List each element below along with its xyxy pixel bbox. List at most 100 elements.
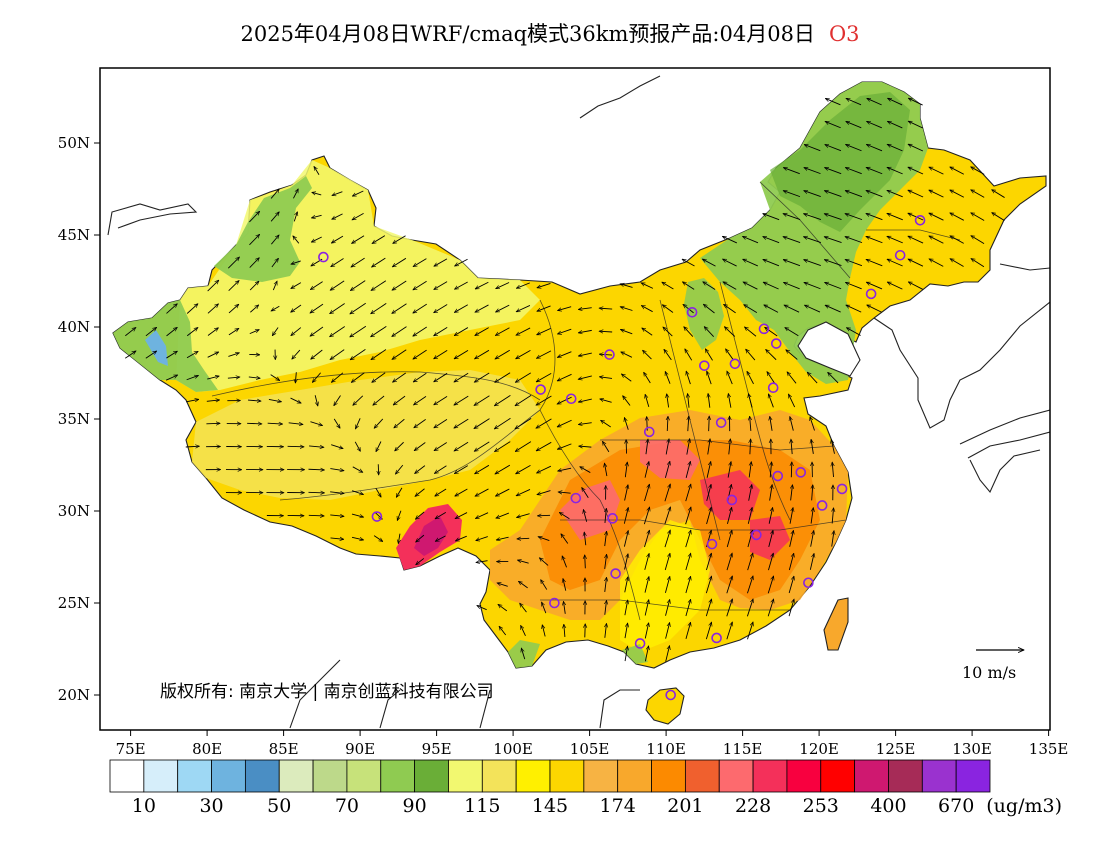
wind-arrow <box>537 515 551 516</box>
wind-arrow <box>455 488 468 497</box>
wind-arrow <box>786 350 798 360</box>
wind-arrow <box>562 556 567 568</box>
wind-vector-field <box>124 97 1005 662</box>
wind-arrow <box>804 282 821 290</box>
wind-arrow <box>804 168 821 175</box>
wind-arrow <box>867 120 882 129</box>
wind-arrow <box>207 351 219 358</box>
wind-arrow <box>706 484 711 502</box>
colorbar-swatch <box>583 759 619 793</box>
wind-arrow <box>644 646 648 662</box>
city-marker <box>836 483 848 495</box>
wind-arrow <box>887 281 903 290</box>
lat-tick-label: 40N <box>58 318 90 336</box>
wind-arrow <box>624 623 628 639</box>
wind-arrow <box>763 237 780 244</box>
wind-arrow <box>790 417 794 431</box>
wind-arrow <box>846 144 862 152</box>
wind-arrow <box>866 213 883 221</box>
wind-arrow <box>887 166 903 175</box>
wind-arrow <box>765 327 778 337</box>
wind-arrow <box>125 327 136 337</box>
wind-arrow <box>744 305 758 314</box>
wind-arrow <box>787 372 797 384</box>
wind-arrow <box>517 560 529 564</box>
wind-arrow <box>145 351 157 359</box>
wind-arrow <box>330 280 345 290</box>
colorbar-swatch <box>211 759 246 793</box>
wind-arrow <box>643 507 649 525</box>
wind-arrow <box>373 535 383 542</box>
wind-arrow <box>866 144 883 152</box>
wind-arrow <box>352 466 363 473</box>
wind-arrow <box>475 281 489 290</box>
wind-arrow <box>763 281 779 290</box>
wind-arrow <box>605 508 606 523</box>
wind-arrow <box>950 235 964 244</box>
lat-tick-label: 45N <box>58 226 90 244</box>
wind-arrow <box>804 304 821 313</box>
wind-arrow <box>207 304 219 314</box>
wind-arrow <box>783 237 801 244</box>
wind-arrow <box>908 166 924 175</box>
city-marker <box>914 214 926 226</box>
wind-arrow <box>788 553 793 571</box>
wind-arrow <box>516 327 531 336</box>
wind-arrow <box>683 304 694 314</box>
wind-arrow <box>521 648 526 660</box>
wind-arrow <box>516 282 530 288</box>
wind-arrow <box>624 646 627 662</box>
wind-arrow <box>413 303 427 313</box>
wind-arrow <box>249 211 259 223</box>
wind-arrow <box>537 282 551 287</box>
wind-arrow <box>517 513 530 518</box>
wind-arrow <box>644 372 651 384</box>
wind-arrow <box>685 507 691 525</box>
wind-arrow <box>824 191 842 198</box>
wind-arrow <box>515 417 532 429</box>
wind-arrow <box>272 327 279 336</box>
lat-tick-label: 25N <box>58 594 90 612</box>
wind-arrow <box>516 464 531 475</box>
wind-arrow <box>537 465 552 474</box>
wind-arrow <box>474 441 490 451</box>
city-marker <box>371 511 383 522</box>
wind-arrow <box>145 327 157 337</box>
wind-arrow <box>498 604 508 612</box>
wind-arrow <box>558 492 571 493</box>
wind-arrow <box>579 446 592 447</box>
wind-arrow <box>561 534 569 544</box>
city-marker <box>706 538 718 550</box>
wind-arrow <box>395 441 404 451</box>
wind-arrow <box>783 214 801 221</box>
wind-arrow <box>971 258 985 268</box>
wind-arrow <box>620 307 633 311</box>
wind-arrow <box>375 441 382 452</box>
wind-arrow <box>248 377 260 378</box>
wind-arrow <box>271 235 279 245</box>
wind-arrow <box>845 282 862 290</box>
wind-arrow <box>764 304 779 313</box>
wind-arrow <box>330 326 345 336</box>
wind-arrow <box>665 646 670 662</box>
wind-arrow <box>601 420 611 428</box>
wind-arrow <box>685 530 691 548</box>
wind-arrow <box>474 418 490 429</box>
wind-arrow <box>355 418 361 429</box>
wind-arrow <box>742 236 759 244</box>
wind-arrow <box>605 600 607 615</box>
wind-arrow <box>515 395 532 405</box>
wind-arrow <box>541 580 548 590</box>
wind-arrow <box>824 260 842 267</box>
wind-reference-label: 10 m/s <box>962 663 1016 682</box>
wind-arrow <box>620 329 633 335</box>
lon-tick-label: 80E <box>192 740 222 758</box>
wind-arrow <box>435 535 446 542</box>
colorbar-swatch <box>278 759 314 793</box>
wind-arrow <box>330 492 344 494</box>
wind-arrow <box>950 189 965 198</box>
wind-arrow <box>250 305 258 313</box>
wind-arrow <box>585 555 586 569</box>
lat-tick-label: 50N <box>58 134 90 152</box>
wind-arrow <box>804 145 821 152</box>
